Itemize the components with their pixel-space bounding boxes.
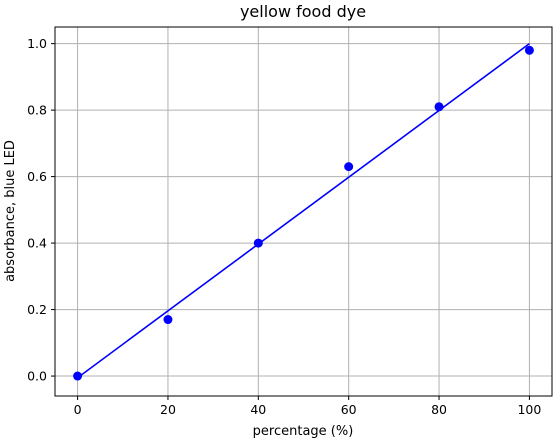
series [73, 42, 534, 381]
y-tick-label: 1.0 [27, 36, 47, 51]
x-tick-label: 0 [74, 402, 82, 417]
x-tick-label: 100 [517, 402, 541, 417]
grid [55, 27, 552, 396]
y-tick-label: 0.6 [27, 169, 47, 184]
data-point [253, 238, 263, 248]
y-tick-label: 0.2 [27, 302, 47, 317]
y-axis-label: absorbance, blue LED [3, 140, 18, 282]
x-tick-label: 40 [250, 402, 266, 417]
x-axis-ticks: 0 20 40 60 80 100 [74, 396, 541, 417]
plot-frame [54, 26, 553, 397]
data-point [434, 102, 444, 112]
chart-title: yellow food dye [240, 2, 366, 21]
fit-line [77, 42, 530, 379]
y-tick-label: 0.8 [27, 103, 47, 118]
x-tick-label: 20 [160, 402, 176, 417]
x-axis-label: percentage (%) [253, 424, 354, 439]
data-point [73, 371, 83, 381]
data-point [344, 162, 354, 172]
data-point [524, 45, 534, 55]
y-axis-ticks: 0.0 0.2 0.4 0.6 0.8 1.0 [27, 36, 55, 384]
x-tick-label: 80 [431, 402, 447, 417]
data-point [163, 315, 173, 325]
x-tick-label: 60 [341, 402, 357, 417]
y-tick-label: 0.0 [27, 369, 47, 384]
y-tick-label: 0.4 [27, 236, 47, 251]
